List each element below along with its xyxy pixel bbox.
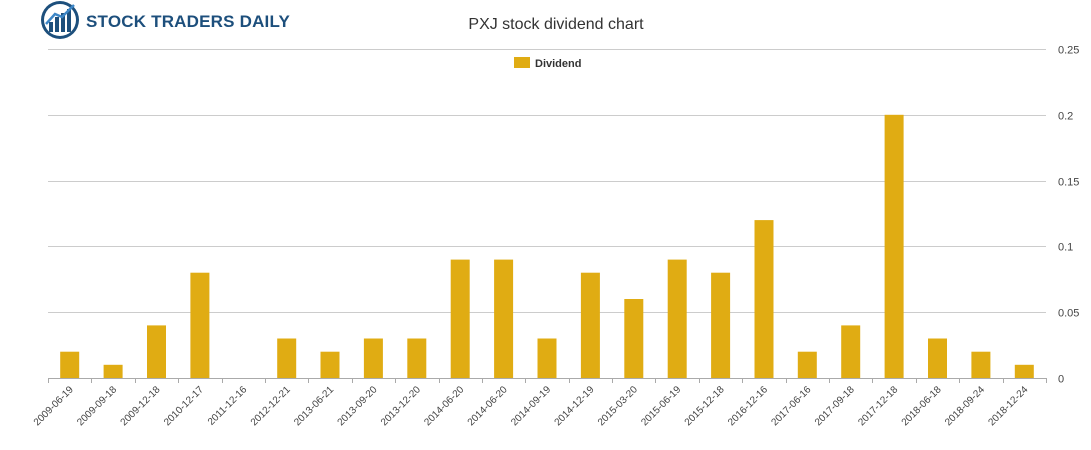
x-tick-label: 2012-12-21 <box>249 384 293 428</box>
y-axis-ticks: 0 0.05 0.1 0.15 0.2 0.25 <box>1058 45 1079 386</box>
x-tick-label: 2015-06-19 <box>639 384 683 428</box>
y-tick-label: 0.25 <box>1058 45 1079 57</box>
legend-label: Dividend <box>535 58 581 70</box>
y-tick-label: 0.05 <box>1058 308 1079 320</box>
grid-layer <box>48 49 1046 379</box>
bar <box>754 220 774 378</box>
bar <box>363 338 383 378</box>
bar <box>1014 364 1034 378</box>
y-tick-label: 0.2 <box>1058 111 1073 123</box>
bar <box>190 272 210 378</box>
bar <box>537 338 557 378</box>
x-tick-label: 2018-09-24 <box>943 384 987 428</box>
x-tick-label: 2014-12-19 <box>553 384 597 428</box>
bar <box>103 364 123 378</box>
x-tick-label: 2010-12-17 <box>162 384 206 428</box>
bar <box>928 338 947 378</box>
x-tick-label: 2009-12-18 <box>119 384 163 428</box>
x-tick-label: 2017-06-16 <box>770 384 814 428</box>
y-tick-label: 0.1 <box>1058 242 1073 254</box>
x-tick-label: 2009-06-19 <box>32 384 76 428</box>
bar <box>711 272 731 378</box>
x-tick-label: 2014-06-20 <box>422 384 466 428</box>
x-tick-label: 2018-12-24 <box>986 384 1030 428</box>
bar <box>147 325 166 378</box>
x-tick-label: 2013-06-21 <box>292 384 336 428</box>
x-tick-label: 2015-12-18 <box>683 384 727 428</box>
brand-logo: STOCK TRADERS DAILY <box>41 1 291 39</box>
bar <box>797 351 817 378</box>
x-tick-label: 2013-09-20 <box>336 384 380 428</box>
bar <box>407 338 427 378</box>
x-tick-label: 2014-09-19 <box>509 384 553 428</box>
bar <box>884 114 904 379</box>
bars-layer <box>60 114 1034 379</box>
x-tick-label: 2017-09-18 <box>813 384 857 428</box>
x-tick-label: 2011-12-16 <box>206 384 250 428</box>
bar <box>60 351 80 378</box>
bar <box>624 299 644 378</box>
bar <box>277 338 297 378</box>
x-axis-ticks: 2009-06-19 2009-09-18 2009-12-18 2010-12-17… <box>32 378 1047 428</box>
legend: Dividend <box>514 57 581 70</box>
x-tick-label: 2014-06-20 <box>466 384 510 428</box>
x-tick-label: 2013-12-20 <box>379 384 423 428</box>
bar <box>320 351 340 378</box>
x-tick-label: 2017-12-18 <box>856 384 900 428</box>
x-tick-label: 2018-06-18 <box>900 384 944 428</box>
bar <box>971 351 991 378</box>
y-tick-label: 0 <box>1058 374 1064 386</box>
x-tick-label: 2009-09-18 <box>75 384 119 428</box>
legend-swatch <box>514 57 530 68</box>
bar <box>841 325 861 378</box>
bar <box>580 272 600 378</box>
x-tick-label: 2016-12-16 <box>726 384 770 428</box>
bar <box>450 259 470 378</box>
bar <box>494 259 514 378</box>
brand-name: STOCK TRADERS DAILY <box>86 12 291 31</box>
bar <box>667 259 687 378</box>
y-tick-label: 0.15 <box>1058 177 1079 189</box>
logo-emblem-icon <box>41 1 79 39</box>
x-tick-label: 2015-03-20 <box>596 384 640 428</box>
chart-title: PXJ stock dividend chart <box>468 16 644 33</box>
